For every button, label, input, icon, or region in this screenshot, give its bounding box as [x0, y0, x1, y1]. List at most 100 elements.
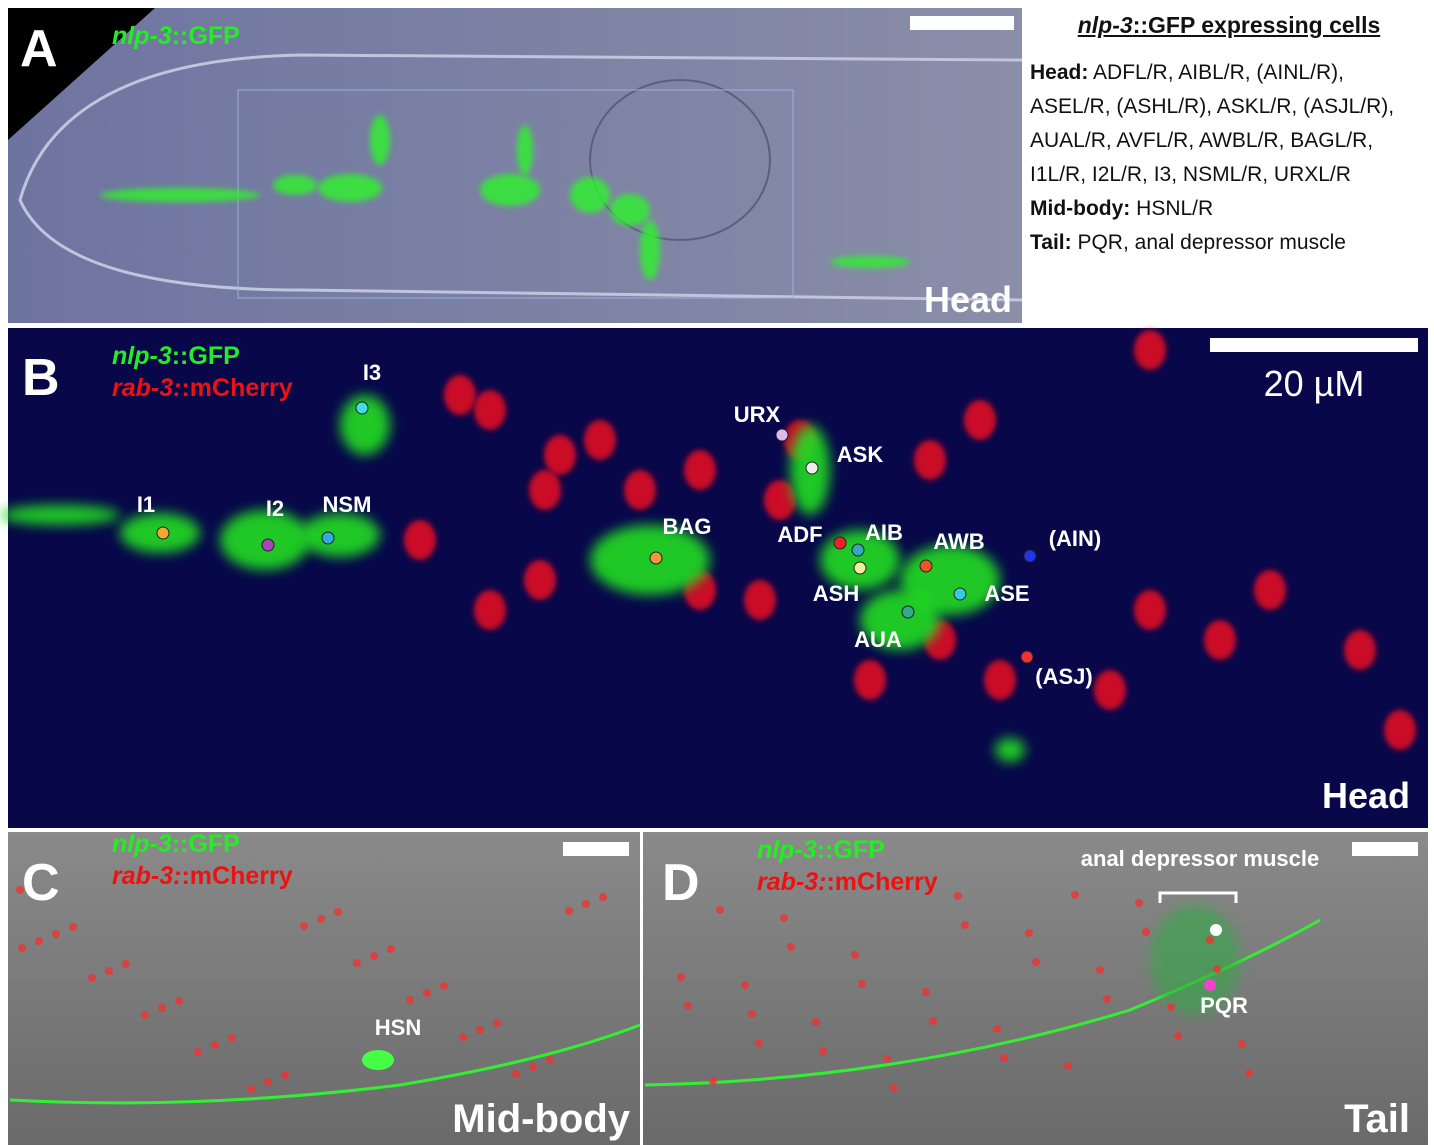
mcherry-signal [105, 967, 113, 975]
gfp-signal [0, 505, 120, 525]
cell-label: ASE [984, 581, 1029, 606]
mcherry-signal [88, 974, 96, 982]
marker: ::GFP [172, 342, 240, 370]
scale-bar [910, 16, 1014, 30]
mcherry-signal [709, 1077, 717, 1085]
mcherry-signal [1344, 630, 1376, 670]
cell-group: Head: ADFL/R, AIBL/R, (AINL/R), ASEL/R, … [1030, 56, 1428, 192]
mcherry-signal [787, 943, 795, 951]
cell-label: HSN [375, 1015, 421, 1040]
cell-marker [1024, 550, 1036, 562]
cell-marker [356, 402, 368, 414]
cell-label: AWB [933, 529, 984, 554]
mcherry-signal [404, 520, 436, 560]
cell-marker [776, 429, 788, 441]
mcherry-signal [1096, 966, 1104, 974]
cell-group: Mid-body: HSNL/R [1030, 192, 1428, 226]
mcherry-signal [459, 1033, 467, 1041]
gfp-signal [100, 188, 260, 202]
mcherry-signal [529, 470, 561, 510]
group-label: Head: [1030, 61, 1088, 84]
cell-label: AUA [854, 627, 902, 652]
page: Anlp-3::GFPHeadBnlp-3::GFPrab-3::mCherry… [0, 0, 1434, 1145]
gene-label: nlp-3::GFP [112, 830, 240, 858]
gene-name: rab-3: [112, 374, 181, 402]
cell-marker [1210, 924, 1222, 936]
cell-label: I3 [363, 360, 381, 385]
mcherry-signal [512, 1070, 520, 1078]
gfp-signal [830, 256, 910, 268]
mcherry-signal [716, 906, 724, 914]
cell-label: I1 [137, 492, 155, 517]
mcherry-signal [334, 908, 342, 916]
region-label: Tail [1344, 1097, 1410, 1141]
cell-groups: Head: ADFL/R, AIBL/R, (AINL/R), ASEL/R, … [1030, 56, 1428, 260]
cell-marker [650, 552, 662, 564]
mcherry-signal [780, 914, 788, 922]
title-gene: nlp-3 [1078, 12, 1133, 38]
mcherry-signal [764, 480, 796, 520]
mcherry-signal [317, 915, 325, 923]
mcherry-signal [247, 1085, 255, 1093]
mcherry-signal [444, 375, 476, 415]
mcherry-signal [914, 440, 946, 480]
mcherry-signal [423, 989, 431, 997]
mcherry-signal [52, 930, 60, 938]
marker: ::GFP [172, 830, 240, 858]
mcherry-signal [474, 390, 506, 430]
mcherry-signal [1206, 936, 1214, 944]
group-cells: PQR, anal depressor muscle [1077, 231, 1345, 254]
mcherry-signal [1071, 891, 1079, 899]
group-cells: HSNL/R [1136, 197, 1213, 220]
mcherry-signal [748, 1010, 756, 1018]
cell-label: URX [734, 402, 781, 427]
panel-b [8, 328, 1428, 828]
mcherry-signal [854, 660, 886, 700]
cell-marker [1204, 979, 1216, 991]
gene-label: nlp-3::GFP [112, 22, 240, 50]
mcherry-signal [1254, 570, 1286, 610]
cell-marker [954, 588, 966, 600]
region-label: Head [924, 279, 1012, 320]
gene-name: rab-3: [112, 862, 181, 890]
mcherry-signal [370, 952, 378, 960]
marker: :mCherry [181, 374, 292, 402]
gene-name: nlp-3 [757, 836, 817, 864]
mcherry-signal [755, 1039, 763, 1047]
mcherry-signal [964, 400, 996, 440]
gfp-signal [300, 513, 380, 557]
cell-label: ASK [837, 442, 884, 467]
mcherry-signal [624, 470, 656, 510]
mcherry-signal [158, 1004, 166, 1012]
cell-marker [806, 462, 818, 474]
region-label: Mid-body [452, 1097, 630, 1141]
mcherry-signal [961, 921, 969, 929]
cell-list: nlp-3::GFP expressing cells Head: ADFL/R… [1030, 8, 1428, 260]
cell-label: I2 [266, 496, 284, 521]
mcherry-signal [922, 988, 930, 996]
cell-label: (ASJ) [1035, 664, 1092, 689]
mcherry-signal [524, 560, 556, 600]
gfp-signal [640, 220, 660, 280]
mcherry-signal [194, 1048, 202, 1056]
cell-label: AIB [865, 520, 903, 545]
cell-list-title: nlp-3::GFP expressing cells [1030, 8, 1428, 42]
mcherry-signal [546, 1056, 554, 1064]
gfp-signal [610, 194, 650, 226]
mcherry-signal [1025, 929, 1033, 937]
cell-marker [262, 539, 274, 551]
mcherry-signal [984, 660, 1016, 700]
title-rest: ::GFP expressing cells [1133, 12, 1381, 38]
mcherry-signal [1064, 1062, 1072, 1070]
cell-label: ASH [813, 581, 859, 606]
gene-name: rab-3: [757, 868, 826, 896]
mcherry-signal [493, 1019, 501, 1027]
gfp-signal [995, 738, 1025, 762]
mcherry-signal [281, 1071, 289, 1079]
mcherry-signal [1032, 958, 1040, 966]
panel-letter: B [22, 349, 60, 407]
mcherry-signal [1094, 670, 1126, 710]
mcherry-signal [35, 937, 43, 945]
mcherry-signal [387, 945, 395, 953]
gene-name: nlp-3 [112, 22, 172, 50]
